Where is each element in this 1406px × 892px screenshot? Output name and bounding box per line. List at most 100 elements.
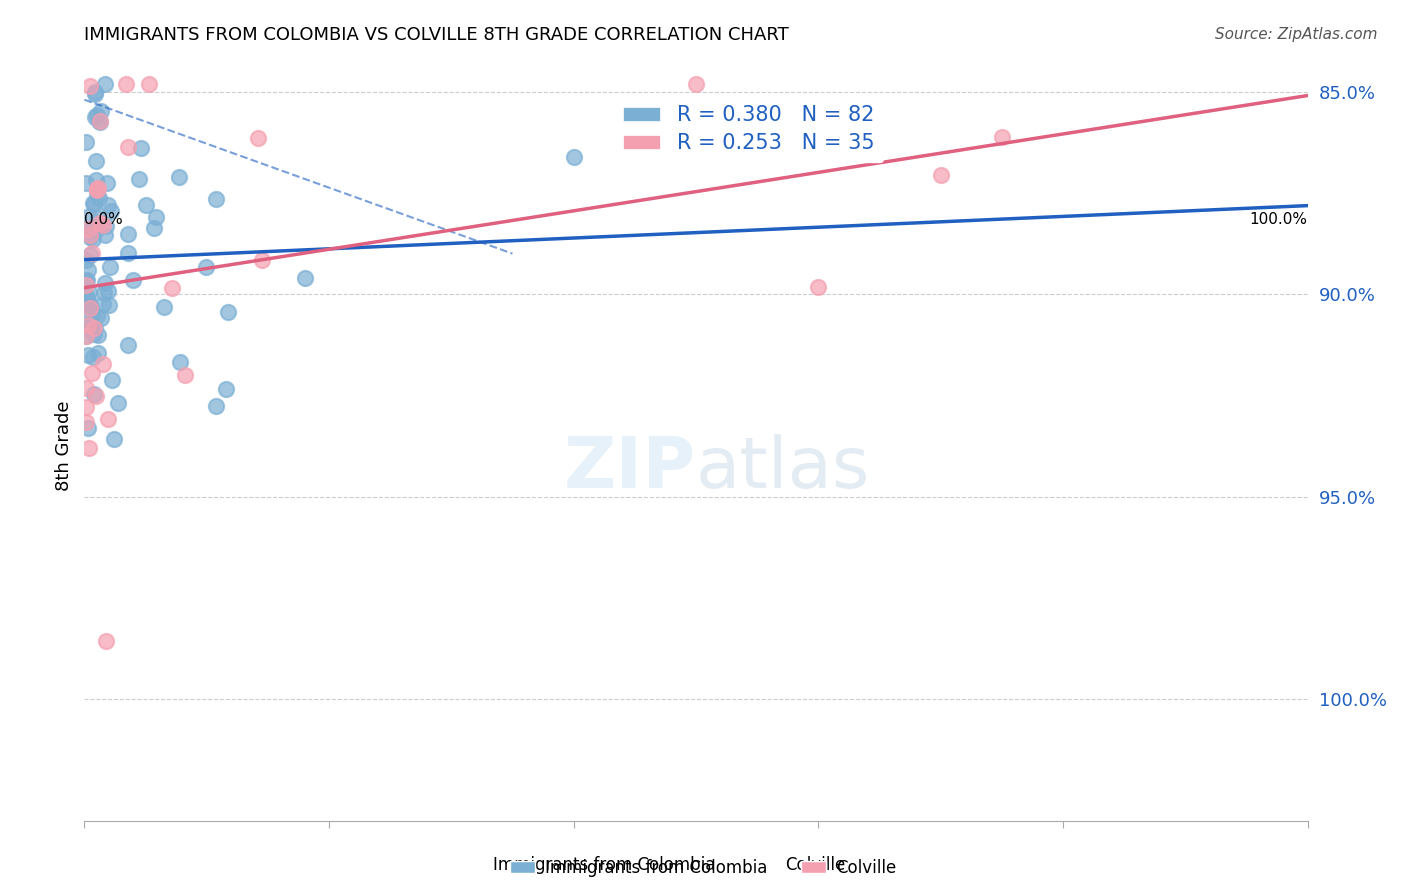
Point [80, 366, 103, 380]
Point [93, 77, 115, 91]
Text: 0.0%: 0.0% [84, 212, 124, 227]
Point [93, 286, 115, 301]
Point [75, 381, 97, 395]
Point [82, 223, 104, 237]
Point [131, 141, 153, 155]
Point [76, 318, 98, 333]
Point [84, 389, 107, 403]
Point [97, 198, 120, 212]
Point [204, 400, 226, 414]
Point [75, 278, 97, 293]
Point [83, 321, 105, 335]
Point [77, 348, 100, 362]
Point [91, 357, 114, 371]
Point [94, 633, 117, 648]
Point [77, 441, 100, 455]
Point [169, 355, 191, 369]
Point [89, 114, 111, 128]
Point [152, 300, 174, 314]
Point [77, 300, 100, 314]
Point [117, 246, 139, 260]
Point [84, 110, 107, 124]
Point [77, 285, 100, 299]
Point [83, 387, 105, 401]
Point [83, 327, 105, 342]
Point [80, 246, 103, 260]
Text: Immigrants from Colombia: Immigrants from Colombia [494, 856, 716, 874]
Point [77, 293, 100, 308]
Point [79, 301, 101, 315]
Point [97, 412, 120, 426]
Point [90, 103, 112, 118]
Point [79, 227, 101, 242]
Point [205, 193, 228, 207]
Point [75, 400, 97, 414]
Point [79, 248, 101, 262]
Point [128, 171, 150, 186]
Point [75, 253, 97, 268]
Point [294, 271, 316, 285]
Point [82, 196, 104, 211]
Text: Source: ZipAtlas.com: Source: ZipAtlas.com [1215, 27, 1378, 42]
Point [86, 182, 108, 196]
Point [143, 221, 166, 235]
Point [86, 108, 108, 122]
Point [75, 293, 97, 308]
Point [246, 131, 269, 145]
Legend: R = 0.380   N = 82, R = 0.253   N = 35: R = 0.380 N = 82, R = 0.253 N = 35 [614, 96, 883, 161]
Point [685, 77, 707, 91]
Point [87, 181, 110, 195]
Text: ZIP: ZIP [564, 434, 696, 503]
Point [79, 221, 101, 235]
Point [82, 232, 104, 246]
Text: 100.0%: 100.0% [1250, 212, 1308, 227]
Point [91, 218, 114, 232]
Point [138, 77, 160, 91]
Point [77, 222, 100, 236]
Point [160, 281, 183, 295]
Point [117, 338, 139, 352]
Point [807, 279, 830, 293]
Point [79, 230, 101, 244]
Point [89, 216, 111, 230]
Point [96, 177, 118, 191]
Point [122, 273, 145, 287]
Point [167, 169, 190, 184]
Point [75, 415, 97, 429]
Point [86, 183, 108, 197]
Point [87, 114, 110, 128]
Point [114, 77, 136, 91]
Text: atlas: atlas [696, 434, 870, 503]
Point [173, 368, 195, 382]
Text: Colville: Colville [786, 856, 845, 874]
Point [84, 87, 107, 102]
Point [250, 252, 273, 267]
Point [215, 382, 238, 396]
Point [75, 176, 97, 190]
Point [562, 150, 585, 164]
Point [82, 350, 104, 364]
Point [96, 219, 118, 234]
Point [194, 260, 217, 275]
Y-axis label: 8th Grade: 8th Grade [55, 401, 73, 491]
Point [117, 227, 139, 241]
Point [107, 396, 129, 410]
Legend: Immigrants from Colombia, Colville: Immigrants from Colombia, Colville [503, 853, 903, 884]
Point [98, 298, 121, 312]
Point [135, 198, 157, 212]
Point [80, 316, 103, 330]
Point [86, 309, 108, 323]
Point [87, 191, 110, 205]
Point [75, 296, 97, 310]
Point [84, 173, 107, 187]
Point [75, 274, 97, 288]
Point [83, 85, 105, 99]
Point [80, 300, 103, 314]
Point [91, 297, 114, 311]
Point [94, 227, 117, 242]
Point [90, 311, 112, 326]
Point [929, 168, 952, 182]
Point [145, 210, 167, 224]
Point [84, 321, 107, 335]
Point [84, 223, 107, 237]
